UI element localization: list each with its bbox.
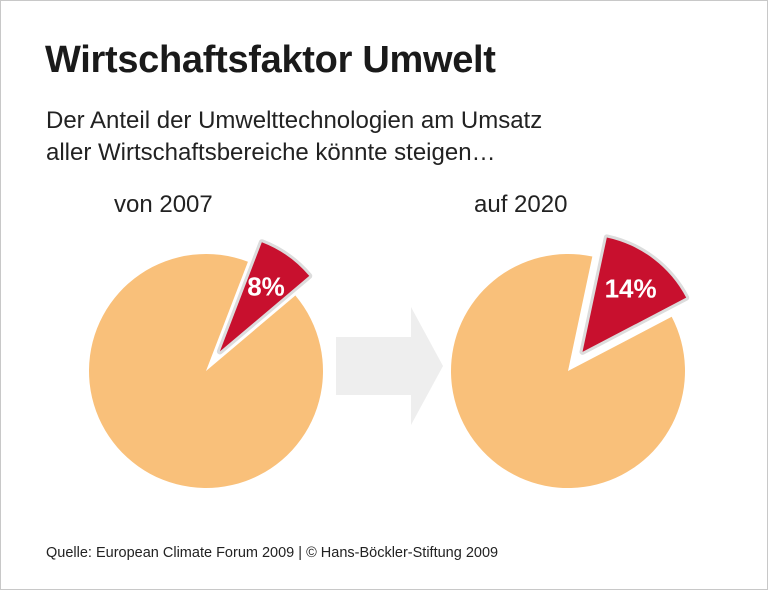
subtitle-line: Der Anteil der Umwelttechnologien am Ums…: [46, 107, 543, 134]
pie-slice-highlight: [219, 242, 310, 352]
subtitle: Der Anteil der Umwelttechnologien am Ums…: [46, 105, 542, 169]
pie-slice-rest: [450, 253, 685, 489]
subtitle-line: aller Wirtschaftsbereiche könnte steigen…: [46, 139, 496, 166]
pie-slice-rest: [89, 254, 323, 489]
arrow: [336, 307, 443, 425]
pie-slice-label: 8%: [247, 272, 285, 302]
pie-label-2007: von 2007: [114, 191, 213, 218]
pie-slice-highlight: [582, 237, 687, 352]
title: Wirtschaftsfaktor Umwelt: [45, 39, 496, 81]
pie-label-2020: auf 2020: [474, 191, 568, 218]
pie-slice-label: 14%: [605, 274, 657, 304]
source: Quelle: European Climate Forum 2009 | © …: [46, 545, 499, 561]
